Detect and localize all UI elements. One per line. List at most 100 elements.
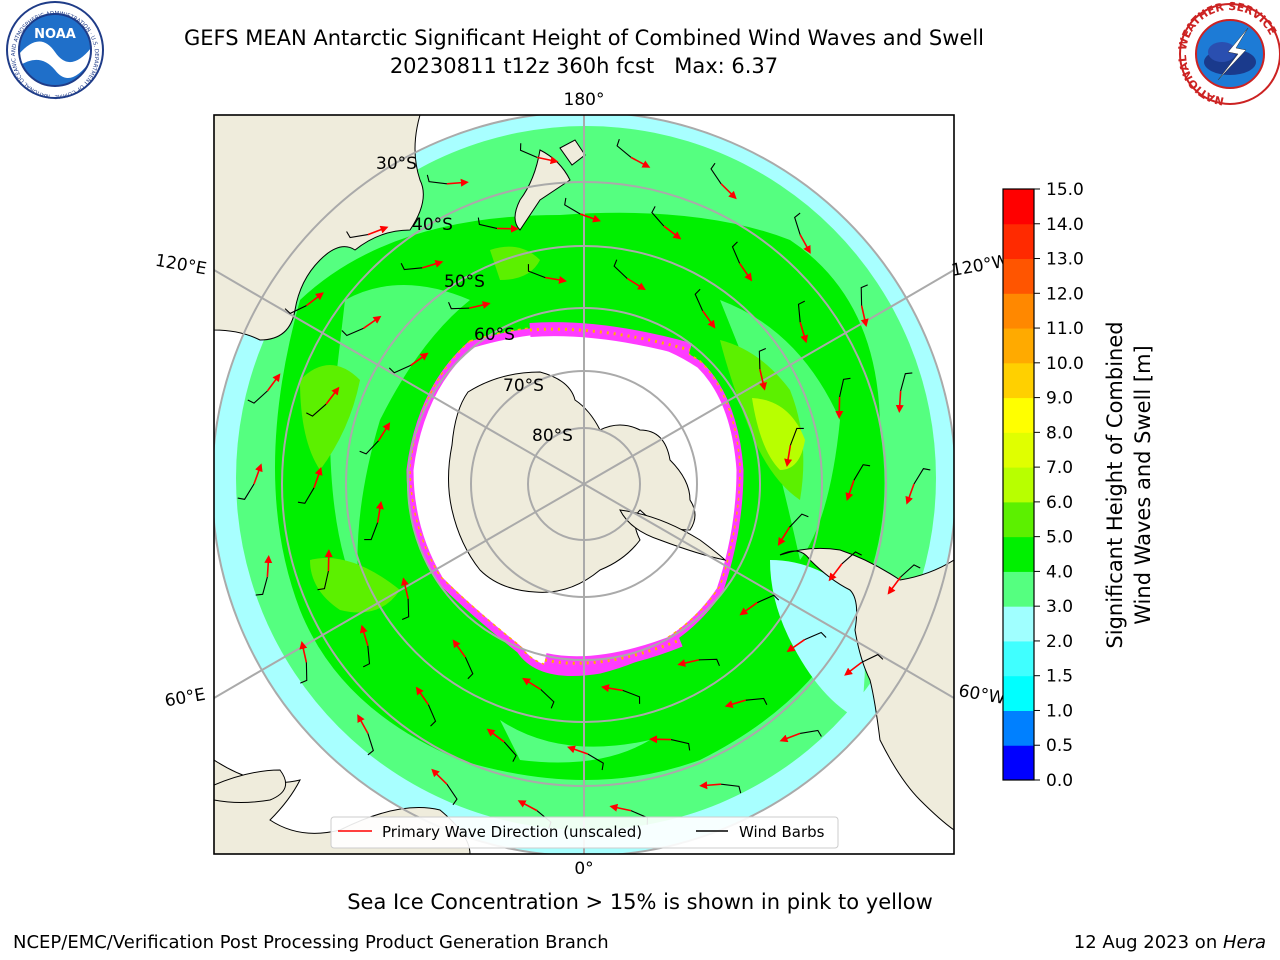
wave-direction-arrow bbox=[545, 275, 567, 284]
wind-barb bbox=[477, 217, 498, 229]
wind-barb bbox=[794, 212, 801, 235]
map-legend: Primary Wave Direction (unscaled) Wind B… bbox=[330, 816, 839, 849]
wind-barb bbox=[237, 483, 255, 500]
wind-barb bbox=[860, 284, 868, 306]
colorbar-tick-label: 2.0 bbox=[1046, 632, 1073, 652]
footer-host: Hera bbox=[1222, 932, 1266, 953]
wind-barb bbox=[758, 348, 767, 370]
wave-direction-arrow bbox=[446, 178, 469, 187]
colorbar-block bbox=[1003, 258, 1034, 294]
wind-barb bbox=[861, 653, 884, 663]
wind-barb bbox=[400, 262, 423, 271]
vector-field bbox=[237, 139, 931, 829]
colorbar-tick-label: 1.5 bbox=[1046, 667, 1073, 687]
wave-direction-arrow bbox=[299, 640, 308, 663]
colorbar-tick-label: 9.0 bbox=[1046, 389, 1073, 409]
wave-direction-arrow bbox=[415, 686, 430, 706]
wave-direction-arrow bbox=[799, 321, 809, 344]
wave-direction-arrow bbox=[536, 156, 559, 165]
wind-barb bbox=[797, 300, 806, 323]
wind-barb bbox=[297, 487, 315, 504]
wave-direction-arrow bbox=[720, 183, 737, 200]
wave-direction-arrow bbox=[375, 501, 384, 523]
meridian-120w bbox=[583, 297, 907, 485]
colorbar-tick-label: 13.0 bbox=[1046, 250, 1084, 270]
colorbar-block bbox=[1003, 606, 1034, 642]
wind-barb bbox=[841, 551, 862, 565]
wind-barb bbox=[613, 259, 628, 279]
wave-direction-arrow bbox=[828, 563, 843, 582]
wave-direction-arrow bbox=[677, 659, 699, 667]
new-zealand-land bbox=[514, 149, 571, 231]
colorbar-label-line2: Wind Waves and Swell [m] bbox=[1131, 345, 1155, 625]
colorbar-tick-label: 1.0 bbox=[1046, 701, 1073, 721]
lat-label-30s: 30°S bbox=[376, 154, 417, 174]
colorbar-frame bbox=[1002, 188, 1035, 781]
colorbar-block bbox=[1003, 501, 1034, 538]
wave-direction-arrow bbox=[313, 467, 323, 489]
wave-direction-arrow bbox=[377, 422, 391, 442]
colorbar-block bbox=[1003, 293, 1034, 329]
wave-direction-arrow bbox=[663, 225, 682, 240]
footer-branch: NCEP/EMC/Verification Post Processing Pr… bbox=[13, 932, 609, 953]
chart-subtitle: 20230811 t12z 360h fcst Max: 6.37 bbox=[389, 54, 779, 78]
lon-label-120e: 120°E bbox=[154, 251, 208, 280]
sea-ice-caption: Sea Ice Concentration > 15% is shown in … bbox=[347, 890, 933, 914]
lon-label-180: 180° bbox=[564, 90, 605, 110]
wind-barb bbox=[839, 377, 851, 398]
wind-barb bbox=[564, 197, 581, 215]
wave-direction-arrow bbox=[264, 555, 273, 578]
meridian-60w bbox=[583, 483, 907, 671]
wave-direction-arrow bbox=[367, 225, 389, 236]
wind-barb bbox=[427, 704, 437, 727]
wind-barb bbox=[587, 753, 604, 771]
colorbar-tick-label: 15.0 bbox=[1046, 180, 1084, 200]
wave-direction-arrow bbox=[626, 277, 646, 291]
colorbar-block bbox=[1003, 189, 1034, 225]
wave-direction-arrow bbox=[844, 661, 863, 676]
wind-barb bbox=[317, 570, 329, 591]
wind-barb bbox=[622, 689, 641, 704]
wave-direction-arrow bbox=[895, 390, 904, 413]
wave-direction-arrow bbox=[759, 369, 767, 391]
wind-barb bbox=[900, 372, 913, 392]
legend-barb-label: Wind Barbs bbox=[739, 823, 825, 841]
colorbar-tick-label: 6.0 bbox=[1046, 493, 1073, 513]
wave-direction-arrow bbox=[799, 234, 811, 254]
wind-barb bbox=[731, 241, 741, 264]
wave-direction-arrow bbox=[486, 728, 505, 743]
wind-barb bbox=[710, 162, 722, 185]
wind-barb bbox=[446, 783, 458, 806]
wind-barb bbox=[651, 206, 665, 227]
colorbar-block bbox=[1003, 397, 1034, 433]
wind-barb bbox=[900, 564, 921, 578]
lon-label-60w: 60°W bbox=[957, 681, 1007, 709]
wind-barb bbox=[401, 598, 410, 620]
wind-barb bbox=[616, 139, 632, 158]
colorbar-tick-label: 0.5 bbox=[1046, 736, 1073, 756]
wind-barb bbox=[503, 741, 517, 762]
wind-barb bbox=[694, 288, 704, 311]
wave-direction-arrow bbox=[266, 373, 281, 392]
wind-barb bbox=[789, 427, 804, 446]
lat-label-60s: 60°S bbox=[474, 325, 515, 345]
colorbar-tick-label: 0.0 bbox=[1046, 771, 1073, 791]
colorbar-tick-label: 14.0 bbox=[1046, 215, 1084, 235]
wind-barb bbox=[698, 658, 720, 667]
wind-barb bbox=[300, 662, 308, 684]
south-america-land bbox=[779, 547, 954, 831]
wind-barb bbox=[388, 364, 411, 374]
wave-direction-arrow bbox=[738, 262, 753, 282]
graticule bbox=[214, 115, 954, 854]
wave-direction-arrow bbox=[779, 732, 801, 743]
wave-direction-arrow bbox=[469, 301, 491, 309]
wave-direction-arrow bbox=[522, 677, 542, 691]
wind-barb bbox=[341, 327, 364, 337]
wind-barb bbox=[448, 301, 470, 310]
wind-barb bbox=[804, 631, 827, 641]
wind-barb bbox=[757, 594, 780, 604]
wind-barb bbox=[426, 174, 447, 185]
wind-barb bbox=[247, 390, 268, 404]
map-frame bbox=[213, 114, 955, 855]
